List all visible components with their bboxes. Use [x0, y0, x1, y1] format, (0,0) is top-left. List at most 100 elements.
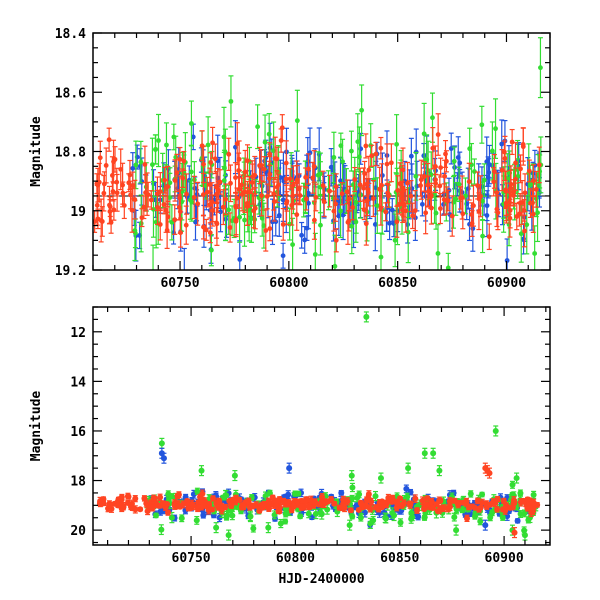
data-point-series-1 [367, 517, 374, 529]
data-point-series-1 [413, 151, 419, 201]
data-point-series-1 [456, 166, 462, 203]
data-point-series-2 [271, 177, 277, 211]
data-point-series-2 [119, 501, 126, 510]
data-point-series-1 [138, 140, 144, 184]
data-point-series-2 [522, 173, 528, 213]
data-point-series-2 [137, 506, 144, 513]
data-point-series-2 [426, 175, 432, 207]
data-point-series-2 [357, 167, 363, 202]
data-point-series-1 [165, 490, 172, 498]
data-point-series-2 [501, 140, 507, 164]
data-point-series-2 [507, 504, 514, 511]
data-point-series-1 [152, 134, 158, 165]
data-point-series-2 [265, 497, 272, 506]
data-point-series-0 [457, 151, 463, 175]
data-point-series-2 [369, 144, 375, 167]
data-point-series-2 [288, 506, 295, 514]
data-point-series-2 [436, 506, 443, 515]
data-point-series-2 [345, 199, 351, 245]
data-point-series-1 [150, 244, 156, 270]
data-point-series-2 [518, 154, 524, 184]
data-point-series-2 [510, 496, 517, 505]
data-point-series-2 [438, 157, 444, 178]
data-point-series-2 [204, 176, 210, 208]
data-point-series-2 [100, 496, 107, 503]
data-point-series-2 [339, 182, 345, 206]
data-point-series-1 [312, 232, 318, 270]
data-point-series-2 [483, 503, 490, 510]
data-point-series-1 [435, 224, 441, 270]
data-point-series-1 [537, 37, 543, 99]
data-point-series-2 [198, 502, 205, 511]
data-point-series-2 [507, 198, 513, 238]
data-point-series-1 [397, 518, 404, 527]
data-point-series-2 [227, 212, 233, 243]
data-point-series-2 [149, 504, 156, 512]
data-point-series-1 [250, 524, 257, 533]
data-point-series-1 [188, 100, 194, 147]
data-point-series-1 [255, 104, 261, 150]
bottom-panel-axes: 60750 60800 60850 60900 12 14 16 18 20 [70, 306, 550, 566]
data-point-series-2 [460, 499, 467, 506]
outlier-point [286, 462, 293, 474]
data-point-series-2 [352, 166, 358, 193]
data-point-series-2 [361, 199, 367, 221]
data-point-series-2 [155, 189, 161, 226]
data-point-series-2 [440, 504, 447, 512]
y-tick-label: 18.8 [55, 146, 86, 161]
data-point-series-2 [171, 501, 178, 510]
data-point-series-1 [282, 518, 289, 525]
y-tick-label: 16 [70, 425, 86, 440]
bottom-panel-data [96, 311, 541, 541]
data-point-series-1 [349, 482, 356, 493]
data-point-series-2 [199, 489, 206, 498]
outlier-point [363, 311, 370, 323]
data-point-series-2 [394, 499, 401, 508]
data-point-series-2 [405, 161, 411, 205]
data-point-series-1 [228, 75, 234, 128]
data-point-series-2 [412, 494, 419, 503]
y-tick-label: 18.6 [55, 86, 86, 101]
data-point-series-2 [157, 493, 164, 502]
data-point-series-2 [442, 159, 448, 194]
data-point-series-2 [120, 181, 126, 205]
data-point-series-2 [308, 495, 315, 505]
data-point-series-1 [178, 514, 185, 523]
outlier-point [405, 462, 412, 474]
x-tick-label: 60800 [269, 276, 308, 291]
data-point-series-2 [383, 202, 389, 222]
data-point-series-2 [181, 150, 187, 172]
data-point-series-2 [433, 173, 439, 193]
data-point-series-1 [408, 508, 415, 518]
data-point-series-2 [228, 164, 234, 203]
data-point-series-2 [266, 160, 272, 197]
data-point-series-2 [148, 190, 154, 210]
data-point-series-1 [374, 177, 380, 234]
data-point-series-2 [358, 500, 365, 509]
data-point-series-2 [430, 127, 436, 170]
data-point-series-0 [409, 163, 415, 214]
data-point-series-1 [445, 252, 451, 270]
data-point-series-2 [303, 187, 309, 211]
data-point-series-1 [340, 138, 346, 185]
data-point-series-2 [355, 506, 362, 513]
data-point-series-2 [279, 114, 285, 142]
data-point-series-2 [530, 504, 537, 512]
data-point-series-2 [494, 506, 501, 513]
x-tick-label: 60900 [487, 276, 526, 291]
data-point-series-2 [475, 171, 481, 200]
data-point-series-2 [445, 189, 451, 212]
data-point-series-2 [524, 504, 531, 512]
data-point-series-1 [167, 167, 173, 199]
data-point-series-2 [233, 162, 239, 194]
data-point-series-2 [207, 222, 213, 244]
data-point-series-1 [158, 524, 165, 536]
data-point-series-2 [103, 147, 109, 184]
data-point-series-2 [195, 181, 201, 226]
data-point-series-0 [200, 512, 207, 519]
bottom-x-axis-label: HJD-2400000 [278, 572, 364, 587]
outlier-point [486, 467, 493, 479]
data-point-series-0 [280, 242, 286, 269]
x-tick-label: 60750 [160, 276, 199, 291]
data-point-series-2 [478, 175, 484, 218]
